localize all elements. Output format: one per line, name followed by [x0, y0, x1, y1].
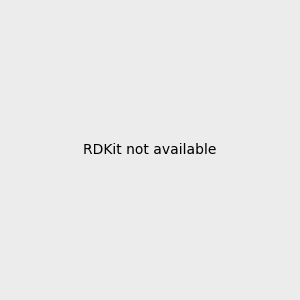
- Text: RDKit not available: RDKit not available: [83, 143, 217, 157]
